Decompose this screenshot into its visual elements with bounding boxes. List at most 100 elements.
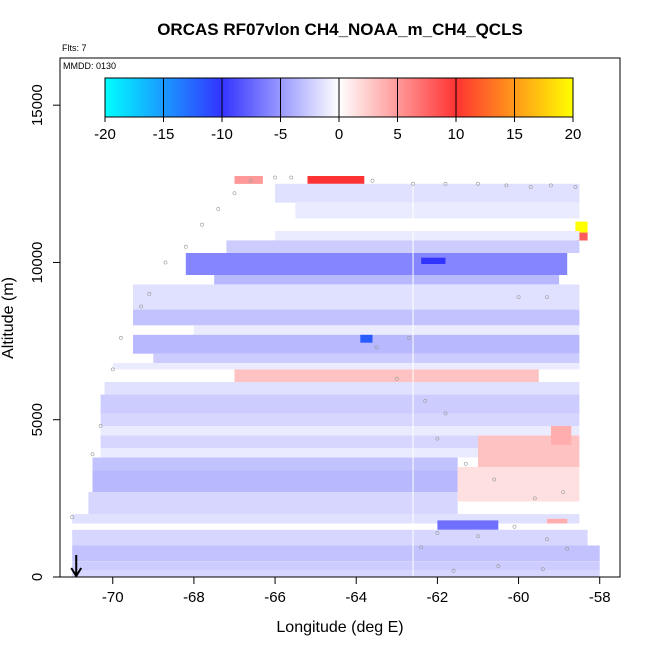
- track-point: [545, 537, 549, 542]
- track-point: [443, 411, 448, 416]
- track-point: [549, 183, 553, 188]
- y-tick-label: 10000: [29, 242, 46, 284]
- track-point: [443, 181, 448, 186]
- colorbar-tick-label: -5: [274, 126, 287, 143]
- track-point: [139, 304, 144, 309]
- track-point: [289, 175, 294, 180]
- heatmap-cell: [72, 570, 600, 577]
- colorbar-tick-label: -10: [211, 126, 233, 143]
- heatmap-cell: [575, 221, 588, 233]
- y-tick-label: 0: [29, 573, 46, 581]
- track-point: [512, 524, 517, 529]
- heatmap-cell: [551, 426, 572, 445]
- heatmap-cell: [547, 518, 568, 524]
- heatmap-cell: [214, 275, 560, 285]
- plot-area: MMDD: 0130 -20 -15 -10 -5 0 5 10 15 20 -70 -68 -66 -6…: [29, 57, 621, 606]
- heatmap-cell: [92, 457, 458, 471]
- track-point: [90, 452, 95, 457]
- track-point: [528, 185, 533, 189]
- heatmap-cell: [72, 561, 600, 571]
- colorbar-tick-label: 5: [393, 126, 401, 143]
- track-point: [532, 496, 537, 501]
- colorbar-tick-label: 15: [506, 126, 523, 143]
- chart-title: ORCAS RF07vlon CH4_NOAA_m_CH4_QCLS: [157, 20, 523, 39]
- heatmap-cell: [133, 309, 580, 326]
- x-axis-label: Longitude (deg E): [276, 619, 403, 636]
- heatmap-cell: [100, 394, 580, 414]
- heatmap-cell: [153, 353, 580, 364]
- heatmap-cell: [193, 325, 580, 335]
- heatmap-cell: [100, 413, 580, 426]
- track-point: [216, 207, 221, 211]
- x-tick-label: -68: [183, 589, 205, 606]
- plot-frame: [59, 57, 621, 578]
- track-point: [423, 398, 428, 403]
- flights-annotation: Flts: 7: [62, 43, 87, 53]
- track-point: [561, 490, 566, 495]
- track-point: [147, 291, 152, 296]
- track-point: [110, 367, 115, 372]
- heatmap-cell: [133, 334, 580, 354]
- heatmap-cell: [437, 520, 499, 530]
- track-point: [70, 515, 75, 520]
- heatmap-cell: [234, 369, 539, 382]
- heatmap-cell: [92, 470, 458, 493]
- heatmap-cell: [275, 231, 580, 241]
- x-tick-label: -60: [508, 589, 530, 606]
- heatmap-cell: [421, 257, 446, 264]
- track-point: [419, 545, 424, 550]
- track-point: [370, 178, 375, 183]
- heatmap-cell: [112, 363, 580, 370]
- y-axis-label: Altitude (m): [0, 277, 17, 359]
- heatmap-cell: [88, 492, 458, 515]
- track-point: [476, 181, 480, 186]
- x-tick-label: -70: [102, 589, 124, 606]
- heatmap-cell: [234, 176, 263, 184]
- track-point: [476, 534, 480, 539]
- track-point: [273, 175, 278, 180]
- heatmap-cell: [100, 426, 580, 436]
- track-point: [200, 222, 204, 227]
- colorbar-tick-label: 0: [335, 126, 343, 143]
- heatmap-cell: [72, 545, 600, 562]
- track-point: [565, 546, 570, 551]
- heatmap-cell: [100, 435, 580, 449]
- track-point: [119, 335, 123, 340]
- track-point: [411, 181, 415, 186]
- heatmap-cell: [275, 183, 580, 203]
- track-point: [492, 477, 497, 482]
- y-tick-label: 5000: [29, 403, 46, 436]
- heatmap-cell: [72, 514, 580, 524]
- track-point: [573, 185, 578, 189]
- heatmap-cell: [133, 284, 580, 310]
- track-point: [98, 424, 103, 428]
- heatmap-cell: [360, 334, 373, 343]
- colorbar-tick-label: 20: [565, 126, 582, 143]
- arrow-icon: [70, 567, 83, 578]
- date-annotation: MMDD: 0130: [63, 61, 116, 71]
- track-point: [451, 568, 456, 573]
- track-point: [435, 531, 440, 535]
- x-tick-label: -58: [589, 589, 611, 606]
- heatmap-cell: [226, 240, 580, 253]
- heatmap-cell: [307, 176, 365, 184]
- track-point: [374, 345, 379, 350]
- track-point: [232, 191, 237, 196]
- track-point: [496, 564, 501, 568]
- heatmap-cell: [457, 466, 580, 502]
- heatmap-cell: [185, 253, 568, 275]
- track-point: [545, 295, 549, 300]
- heatmap-cell: [100, 448, 580, 458]
- colorbar-tick-label: -20: [94, 126, 116, 143]
- track-point: [183, 244, 188, 249]
- track-point: [407, 335, 411, 340]
- x-tick-label: -66: [264, 589, 286, 606]
- track-point: [394, 376, 399, 381]
- heatmap-cell: [104, 382, 580, 395]
- y-tick-label: 15000: [29, 84, 46, 126]
- track-point: [248, 178, 253, 183]
- track-point: [504, 183, 509, 188]
- colorbar-tick-label: -15: [153, 126, 175, 143]
- x-tick-label: -62: [427, 589, 449, 606]
